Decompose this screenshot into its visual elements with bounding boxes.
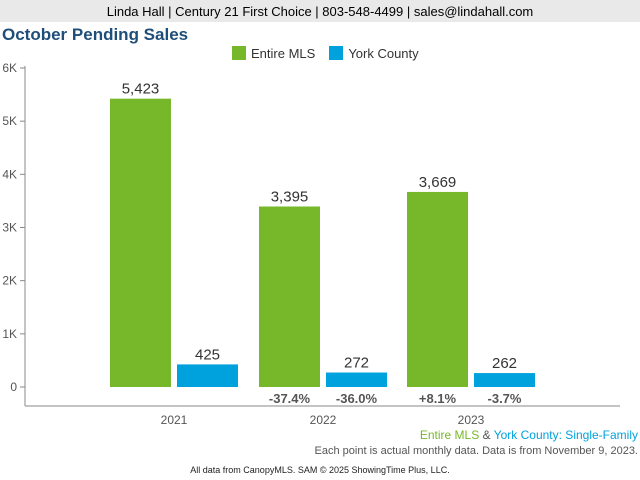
x-tick-label: 2021 bbox=[161, 413, 188, 427]
footnote-amp: & bbox=[479, 428, 494, 442]
data-label: 3,395 bbox=[271, 188, 309, 205]
y-tick-label: 3K bbox=[2, 221, 17, 235]
contact-text: Linda Hall | Century 21 First Choice | 8… bbox=[106, 3, 534, 19]
bar-york-county-2023 bbox=[474, 373, 535, 387]
legend-label-york-county: York County bbox=[348, 45, 419, 61]
legend-swatch-york-county bbox=[329, 46, 344, 60]
legend-item-entire-mls[interactable]: Entire MLS bbox=[232, 46, 315, 61]
data-label: 262 bbox=[492, 355, 517, 372]
chart-title: October Pending Sales bbox=[2, 25, 189, 44]
y-tick-label: 6K bbox=[2, 61, 17, 75]
footnote-series-b: York County bbox=[493, 428, 559, 442]
credit-line: All data from CanopyMLS. SAM © 2025 Show… bbox=[190, 465, 450, 475]
data-note: Each point is actual monthly data. Data … bbox=[314, 445, 638, 457]
data-label: 425 bbox=[195, 346, 220, 363]
x-tick-label: 2023 bbox=[458, 413, 485, 427]
y-tick-label: 4K bbox=[2, 167, 17, 181]
chart-legend: Entire MLS York County bbox=[232, 45, 433, 61]
data-label: 3,669 bbox=[419, 174, 457, 191]
bar-york-county-2021 bbox=[177, 364, 238, 387]
bar-entire-mls-2021 bbox=[110, 98, 171, 387]
bar-entire-mls-2023 bbox=[407, 191, 468, 387]
legend-label-entire-mls: Entire MLS bbox=[251, 45, 316, 61]
series-footnote: Entire MLS & York County: Single-Family bbox=[420, 428, 638, 442]
footnote-suffix: : Single-Family bbox=[558, 428, 638, 442]
legend-item-york-county[interactable]: York County bbox=[329, 45, 419, 61]
y-tick-label: 2K bbox=[2, 274, 17, 288]
footnote-series-a: Entire MLS bbox=[419, 428, 480, 442]
data-label: 5,423 bbox=[122, 81, 160, 98]
change-label: -3.7% bbox=[488, 391, 522, 406]
change-label: -37.4% bbox=[269, 391, 311, 406]
data-label: 272 bbox=[344, 355, 369, 372]
y-tick-label: 5K bbox=[2, 114, 17, 128]
legend-swatch-entire-mls bbox=[232, 46, 246, 60]
y-tick-label: 0 bbox=[10, 380, 17, 394]
y-tick-label: 1K bbox=[2, 327, 17, 341]
change-label: -36.0% bbox=[336, 391, 378, 406]
bar-entire-mls-2022 bbox=[259, 206, 320, 387]
bar-york-county-2022 bbox=[326, 372, 387, 387]
contact-bar: Linda Hall | Century 21 First Choice | 8… bbox=[0, 0, 640, 22]
x-tick-label: 2022 bbox=[310, 413, 337, 427]
change-label: +8.1% bbox=[419, 391, 457, 406]
